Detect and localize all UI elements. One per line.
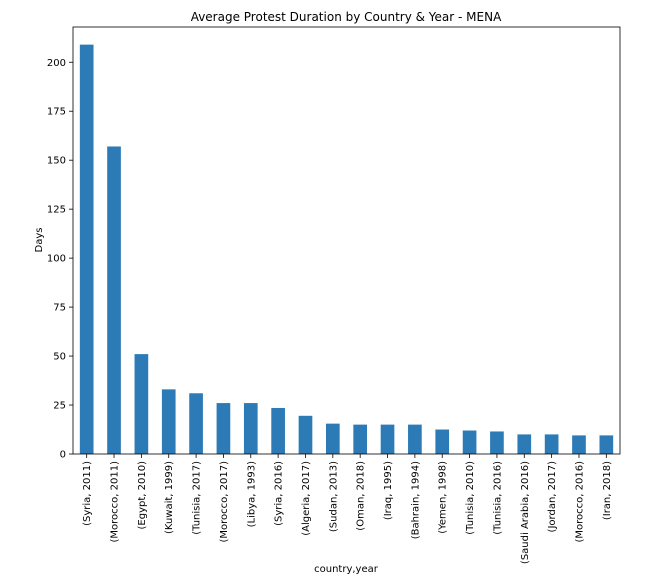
bar [517,434,532,454]
bar [490,431,504,454]
y-tick-label: 100 [47,254,66,265]
bar [353,424,368,454]
bar [572,435,586,454]
x-tick-label: (Syria, 2016) [274,461,285,526]
x-tick-label: (Jordan, 2017) [547,461,558,533]
x-tick-label: (Syria, 2011) [82,461,93,526]
x-tick-label: (Sudan, 2013) [328,461,339,532]
x-tick-label: (Egypt, 2010) [137,461,148,530]
bar [243,403,258,454]
bar [107,146,121,455]
x-tick-label: (Tunisia, 2010) [465,461,476,535]
bar [380,424,395,454]
y-tick-label: 175 [47,107,66,118]
x-tick-label: (Oman, 2018) [356,461,367,531]
bar [134,354,149,454]
y-tick-label: 75 [53,303,66,314]
x-tick-label: (Saudi Arabia, 2016) [520,461,531,564]
y-axis-label: Days [34,228,45,253]
bar [271,407,285,454]
y-tick-label: 0 [60,450,66,461]
x-axis-label: country,year [314,564,379,575]
x-tick-label: (Yemen, 1998) [438,461,449,534]
y-tick-label: 200 [47,58,66,69]
y-axis-ticks: 0 25 50 75 100 125 150 175 200 [47,58,73,461]
bar [599,435,614,454]
x-axis-ticks: (Syria, 2011) (Morocco, 2011) (Egypt, 2010… [82,454,613,564]
x-tick-label: (Algeria, 2017) [301,461,312,536]
x-tick-label: (Kuwait, 1999) [164,461,175,534]
x-tick-label: (Iran, 2018) [602,461,613,520]
x-tick-label: (Tunisia, 2016) [492,461,503,535]
x-tick-label: (Tunisia, 2017) [192,461,203,535]
bar [161,389,176,454]
y-tick-label: 25 [53,401,66,412]
bar [325,423,340,454]
bar [189,393,203,454]
x-tick-label: (Libya, 1993) [246,461,257,527]
x-tick-label: (Bahrain, 1994) [410,461,421,539]
plot-frame [72,26,621,455]
y-tick-label: 150 [47,156,66,167]
chart-title: Average Protest Duration by Country & Ye… [191,10,502,24]
y-tick-label: 125 [47,205,66,216]
bar [462,430,477,454]
bar [79,44,94,454]
x-tick-label: (Morocco, 2017) [219,461,230,543]
x-tick-label: (Iraq, 1995) [383,461,394,520]
x-tick-label: (Morocco, 2016) [574,461,585,543]
bar [544,434,559,454]
bar [216,403,231,454]
bar [408,424,422,454]
bars-group [79,44,614,455]
y-tick-label: 50 [53,352,66,363]
bar [298,415,313,454]
x-tick-label: (Morocco, 2011) [110,461,121,543]
bar [435,429,450,454]
